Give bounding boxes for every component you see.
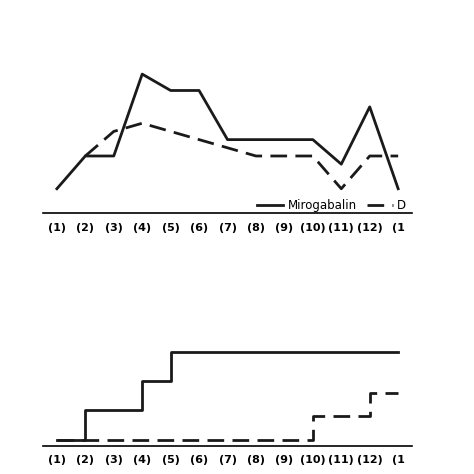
Legend: Mirogabalin, D: Mirogabalin, D xyxy=(257,199,407,212)
